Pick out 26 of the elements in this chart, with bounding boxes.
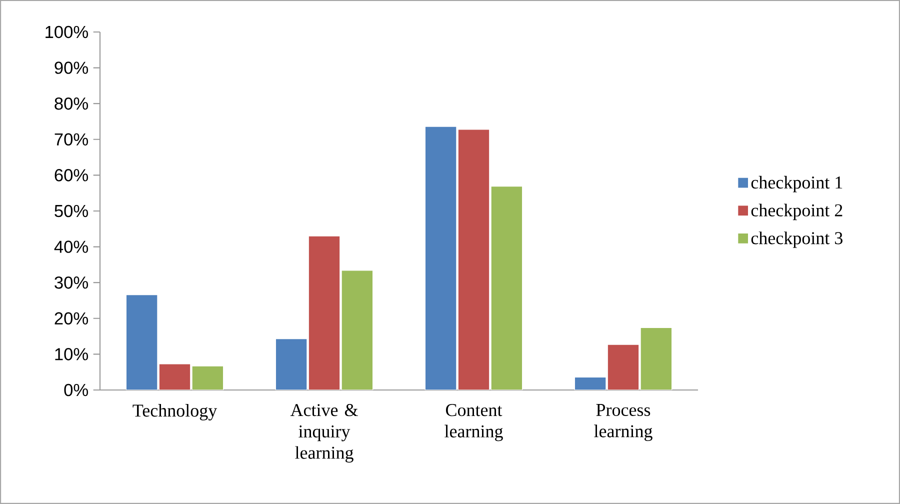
x-tick-label: Active & inquiry learning — [290, 404, 358, 463]
legend-label: checkpoint 1 — [751, 176, 842, 192]
x-tick-label: Process learning — [594, 404, 652, 442]
y-tick-label: 20% — [54, 312, 88, 325]
bar — [490, 186, 523, 390]
bar — [574, 376, 606, 390]
y-tick-label: 100% — [46, 26, 88, 38]
legend-label: checkpoint 2 — [751, 204, 842, 220]
y-tick-label: 30% — [54, 276, 88, 289]
y-tick-label: 40% — [54, 240, 88, 253]
x-tick-label: Content learning — [444, 404, 503, 442]
y-tick-label: 60% — [54, 169, 88, 182]
legend-label: checkpoint 3 — [751, 232, 842, 248]
y-tick-label: 50% — [54, 204, 88, 218]
y-tick-label: 70% — [54, 133, 88, 146]
y-tick-label: 0% — [64, 384, 88, 396]
bar — [275, 338, 308, 390]
y-tick-label: 90% — [54, 62, 88, 74]
x-tick-label: Technology — [132, 404, 218, 420]
bar — [192, 366, 224, 390]
y-tick-label: 80% — [54, 97, 88, 110]
bar — [640, 327, 672, 390]
y-tick-label: 10% — [55, 348, 88, 360]
bar — [126, 294, 158, 390]
bar — [424, 126, 457, 390]
bar — [341, 270, 374, 390]
